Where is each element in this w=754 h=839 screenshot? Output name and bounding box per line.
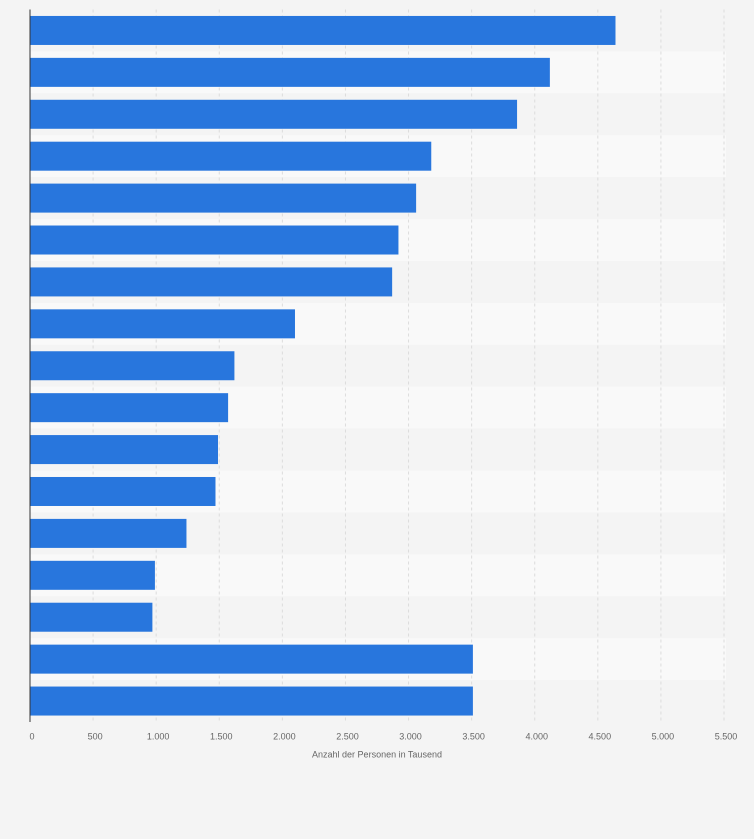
- x-tick-label: 4.000: [525, 731, 548, 741]
- x-tick-label: 3.500: [462, 731, 485, 741]
- x-tick-label: 2.500: [336, 731, 359, 741]
- bar: [30, 267, 393, 297]
- x-tick-label: 5.000: [652, 731, 675, 741]
- bar: [30, 99, 518, 129]
- x-tick-label: 2.000: [273, 731, 296, 741]
- bar: [30, 435, 219, 465]
- bar: [30, 602, 153, 632]
- x-tick-label: 1.000: [147, 731, 170, 741]
- bar: [30, 560, 155, 590]
- bar: [30, 183, 417, 213]
- bar: [30, 15, 616, 45]
- bar: [30, 393, 229, 423]
- bar: [30, 309, 295, 339]
- bar: [30, 476, 216, 506]
- x-tick-label: 500: [88, 731, 103, 741]
- x-tick-label: 1.500: [210, 731, 233, 741]
- bar: [30, 225, 399, 255]
- bar: [30, 686, 473, 716]
- x-tick-label: 3.000: [399, 731, 422, 741]
- x-tick-label: 0: [29, 731, 34, 741]
- bar: [30, 518, 187, 548]
- x-tick-label: 4.500: [589, 731, 612, 741]
- bar: [30, 351, 235, 381]
- x-tick-label: 5.500: [715, 731, 738, 741]
- bar: [30, 57, 550, 87]
- bar: [30, 644, 473, 674]
- bar: [30, 141, 432, 171]
- x-axis-title: Anzahl der Personen in Tausend: [312, 749, 442, 759]
